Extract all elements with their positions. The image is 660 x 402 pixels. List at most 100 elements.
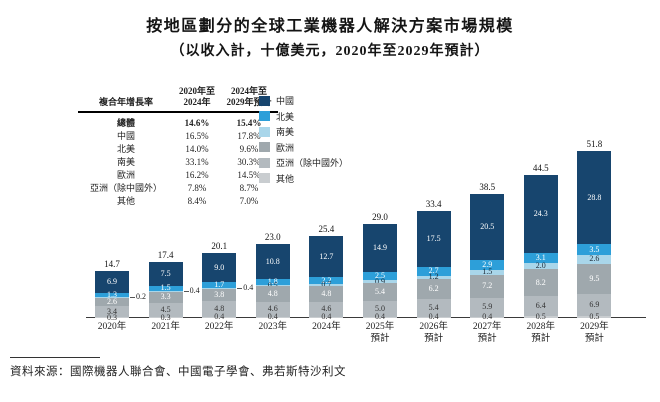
bar-segment-亞洲（除中國外）: 5.4 [416, 299, 451, 317]
bar-2023年: 23.0 10.8 1.8 0.5 4.8 4.6 0.4 [255, 232, 290, 321]
cagr-row-label: 歐洲 [116, 170, 135, 180]
legend-label: 其他 [276, 173, 295, 184]
bar-segment-南美: 0.5 [255, 281, 290, 289]
bar-segment-南美: 2.0 [523, 262, 558, 270]
cagr-row-label: 亞洲（除中國外） [89, 183, 162, 193]
bar-segment-其他: 0.3 [148, 313, 183, 321]
bar-segment-北美: 2.5 [363, 272, 397, 281]
cagr-value-2024-2029: 17.8% [237, 131, 261, 141]
bar-segment-亞洲（除中國外）: 4.5 [148, 302, 183, 318]
bar-segment-value: 5.0 [375, 303, 385, 313]
bar-segment-中國: 10.8 [255, 244, 290, 280]
bar-segment-value: 3.8 [214, 290, 225, 300]
bar-segment-南美: 0.4 [148, 287, 200, 295]
bar-segment-value: 7.2 [482, 281, 493, 291]
cagr-header-cell: 2020年至 2024年 [178, 86, 215, 107]
cagr-table-body: 總體 14.6% 15.4% 中國 16.5% 17.8% 北美 14.0% 9.6% 南美 33.… [78, 113, 278, 208]
bar-segment-value: 2.9 [482, 260, 493, 270]
bar-segment-亞洲（除中國外）: 6.9 [577, 294, 612, 317]
bar-segment-value: 0.5 [535, 312, 546, 322]
bar-segment-value: 1.8 [267, 276, 278, 286]
bar-segment-value: 0.2 [130, 293, 146, 301]
bar-segment-歐洲: 2.6 [95, 297, 129, 307]
cagr-value-2024-2029: 9.6% [239, 144, 259, 154]
bar-segment-北美: 3.5 [577, 243, 612, 256]
bar-segment-value: 6.9 [107, 276, 117, 286]
bar-segment-其他: 0.5 [577, 313, 612, 321]
bar-segment-value: 1.2 [428, 272, 439, 282]
cagr-header-cell: 2024年至 2029年預計 [226, 86, 272, 107]
bar-total-label: 25.4 [318, 224, 335, 235]
bar-segment-value: 17.5 [426, 233, 441, 243]
bar-segment-value: 0.4 [183, 287, 200, 295]
bar-segment-value: 0.5 [267, 280, 278, 290]
bar-segment-南美: 0.9 [363, 277, 397, 285]
bar-segment-value: 4.6 [321, 304, 332, 314]
leader-line [237, 288, 243, 290]
cagr-value-2020-2024: 16.2% [185, 170, 209, 180]
bar-segment-value: 0.4 [214, 312, 225, 322]
bar-segment-value: 1.5 [482, 267, 493, 277]
bar-segment-其他: 0.4 [470, 313, 505, 321]
bar-total-label: 44.5 [532, 162, 549, 173]
legend: 中國 北美 南美 歐洲 亞洲（除中國外） 其他 [259, 93, 348, 186]
bar-segment-中國: 28.8 [577, 151, 612, 244]
bar-segment-中國: 20.5 [470, 194, 505, 261]
cagr-value-2020-2024: 7.8% [187, 183, 207, 193]
bar-total-label: 51.8 [586, 139, 603, 150]
bar-segment-value: 10.8 [265, 256, 280, 266]
bar-segment-value: 0.5 [589, 312, 600, 322]
bar-segment-value: 2.6 [107, 296, 117, 306]
bar-segment-value: 20.5 [480, 222, 495, 232]
bar-segment-北美: 1.7 [202, 281, 237, 289]
bar-segment-其他: 0.4 [363, 313, 397, 321]
bar-segment-亞洲（除中國外）: 4.8 [202, 301, 237, 317]
bar-segment-中國: 24.3 [523, 174, 558, 253]
legend-label: 歐洲 [276, 142, 295, 153]
source-note: 資料來源：國際機器人聯合會、中國電子學會、弗若斯特沙利文 [10, 366, 346, 378]
bar-segment-value: 2.0 [535, 261, 546, 271]
legend-swatch-icon [259, 111, 270, 122]
bar-segment-value: 9.5 [589, 273, 600, 283]
bar-segment-value: 0.7 [321, 280, 332, 290]
bar-segment-value: 5.9 [482, 302, 493, 312]
chart-subtitle: （以收入計，十億美元，2020年至2029年預計） [170, 44, 490, 59]
bar-segment-南美: 0.2 [95, 293, 146, 301]
bar-segment-value: 9.0 [214, 262, 225, 272]
cagr-table-row: 北美 14.0% 9.6% [78, 143, 278, 156]
bar-segment-value: 3.4 [107, 306, 117, 316]
bar-2024年: 25.4 12.7 2.2 0.7 4.8 4.6 0.4 [309, 224, 344, 321]
chart-title: 按地區劃分的全球工業機器人解決方案市場規模 [146, 18, 514, 35]
cagr-value-2024-2029: 7.0% [239, 196, 259, 206]
bar-segment-南美: 0.4 [202, 284, 253, 292]
cagr-row-label: 其他 [116, 196, 135, 206]
x-axis-label: 2023年 [258, 322, 288, 332]
leader-line [183, 290, 189, 292]
legend-item: 中國 [259, 93, 348, 109]
bar-segment-value: 0.4 [267, 312, 278, 322]
bar-segment-value: 5.4 [375, 286, 385, 296]
bar-segment-其他: 0.3 [95, 313, 129, 321]
cagr-value-2020-2024: 8.4% [187, 196, 207, 206]
bar-2026年: 33.4 17.5 2.7 1.2 6.2 5.4 0.4 [416, 199, 451, 321]
bar-segment-value: 2.5 [375, 271, 385, 281]
bar-segment-value: 0.4 [375, 312, 385, 322]
bar-segment-歐洲: 8.2 [523, 269, 558, 296]
bar-segment-value: 0.4 [428, 312, 439, 322]
bar-segment-value: 4.6 [267, 304, 278, 314]
cagr-value-2020-2024: 33.1% [185, 157, 209, 167]
x-axis-label: 2021年 [151, 322, 180, 332]
cagr-table-row: 亞洲（除中國外） 7.8% 8.7% [78, 182, 278, 195]
bar-segment-北美: 1.8 [255, 277, 290, 285]
bar-segment-其他: 0.4 [255, 313, 290, 321]
bar-segment-亞洲（除中國外）: 3.4 [95, 306, 129, 318]
bar-segment-其他: 0.4 [309, 313, 344, 321]
cagr-value-2020-2024: 14.0% [185, 144, 209, 154]
cagr-table-row: 其他 8.4% 7.0% [78, 195, 278, 208]
x-axis-label: 2027年 預計 [472, 322, 502, 344]
legend-label: 亞洲（除中國外） [276, 158, 349, 169]
legend-item: 其他 [259, 171, 348, 187]
bar-segment-北美: 2.2 [309, 276, 344, 285]
